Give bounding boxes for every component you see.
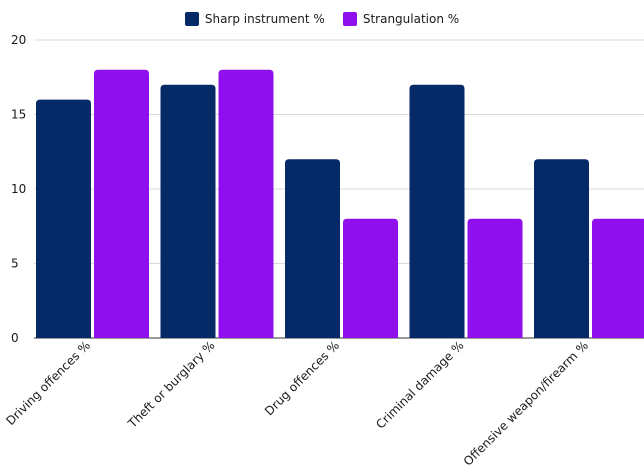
legend-label-series-1: Sharp instrument %: [204, 12, 325, 26]
legend-item-series-1[interactable]: Sharp instrument %: [184, 12, 325, 26]
x-tick-label-2: Theft or burglary %: [125, 338, 218, 431]
y-tick-label-0: 0: [11, 331, 19, 345]
bar-1-1[interactable]: [36, 99, 91, 338]
x-tick-label-5: Offensive weapon/firearm %: [461, 338, 591, 466]
bar-1-3[interactable]: [285, 159, 340, 338]
bar-1-4[interactable]: [409, 84, 465, 338]
legend-swatch-series-1: [184, 12, 199, 26]
chart-legend: Sharp instrument % Strangulation %: [0, 12, 644, 26]
legend-item-series-2[interactable]: Strangulation %: [342, 12, 460, 26]
x-tick-label-3: Drug offences %: [262, 338, 342, 418]
y-tick-label-3: 15: [11, 108, 26, 122]
x-tick-label-4: Criminal damage %: [373, 338, 466, 431]
bar-2-4[interactable]: [467, 218, 523, 338]
x-axis-ticks: Driving offences % Theft or burglary % Dru…: [3, 338, 591, 466]
y-tick-label-4: 20: [11, 33, 26, 47]
legend-swatch-series-2: [342, 12, 357, 26]
bar-2-3[interactable]: [343, 218, 398, 338]
bar-1-2[interactable]: [160, 84, 216, 338]
x-tick-label-1: Driving offences %: [3, 338, 93, 428]
bar-1-5[interactable]: [534, 159, 589, 338]
bar-2-1[interactable]: [94, 69, 149, 339]
bar-2-5[interactable]: [592, 218, 644, 338]
bars: [36, 69, 644, 339]
y-tick-label-2: 10: [11, 182, 26, 196]
bar-2-2[interactable]: [218, 69, 274, 339]
y-axis-ticks: 0 5 10 15 20: [11, 33, 26, 345]
legend-label-series-2: Strangulation %: [362, 12, 460, 26]
y-tick-label-1: 5: [11, 257, 19, 271]
